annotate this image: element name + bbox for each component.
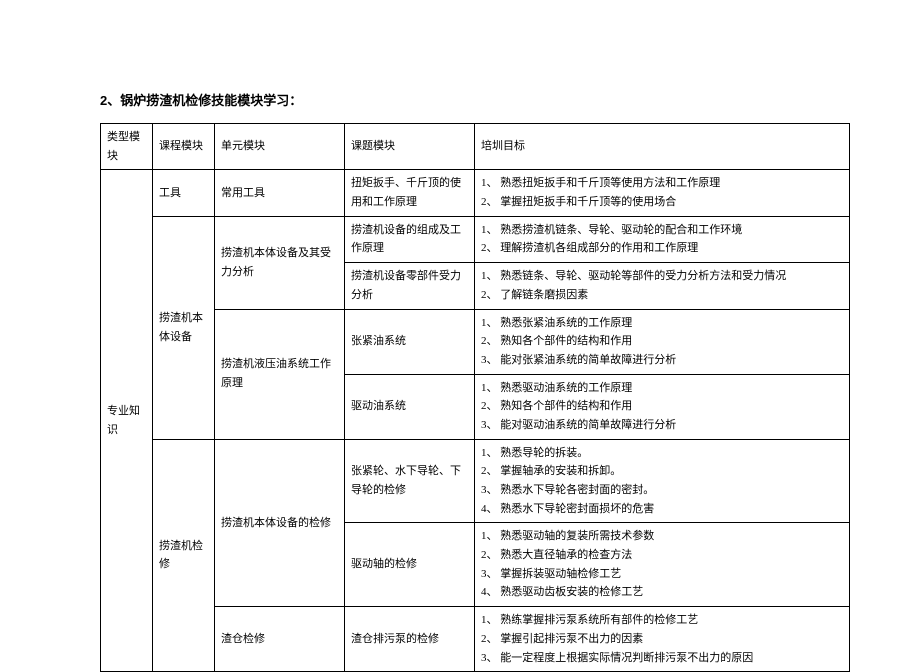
topic-module-cell: 捞渣机设备零部件受力分析 [345,263,475,309]
topic-module-cell: 驱动油系统 [345,374,475,439]
goal-cell: 1、 熟悉导轮的拆装。2、 掌握轴承的安装和拆卸。3、 熟悉水下导轮各密封面的密… [475,439,850,523]
goal-cell: 1、 熟悉驱动油系统的工作原理2、 熟知各个部件的结构和作用3、 能对驱动油系统… [475,374,850,439]
table-row: 捞渣机检修 捞渣机本体设备的检修 张紧轮、水下导轮、下导轮的检修 1、 熟悉导轮… [101,439,850,523]
topic-module-cell: 扭矩扳手、千斤顶的使用和工作原理 [345,170,475,216]
course-module-cell: 捞渣机本体设备 [153,216,215,439]
header-cell: 培圳目标 [475,124,850,170]
header-cell: 类型模块 [101,124,153,170]
table-row: 专业知识 工具 常用工具 扭矩扳手、千斤顶的使用和工作原理 1、 熟悉扭矩扳手和… [101,170,850,216]
unit-module-cell: 捞渣机本体设备的检修 [215,439,345,607]
table-header-row: 类型模块 课程模块 单元模块 课题模块 培圳目标 [101,124,850,170]
course-module-cell: 工具 [153,170,215,216]
unit-module-cell: 捞渣机液压油系统工作原理 [215,309,345,439]
goal-cell: 1、 熟悉链条、导轮、驱动轮等部件的受力分析方法和受力情况2、 了解链条磨损因素 [475,263,850,309]
module-table: 类型模块 课程模块 单元模块 课题模块 培圳目标 专业知识 工具 常用工具 扭矩… [100,123,850,672]
header-cell: 单元模块 [215,124,345,170]
goal-cell: 1、 熟悉驱动轴的复装所需技术参数2、 熟悉大直径轴承的检查方法3、 掌握拆装驱… [475,523,850,607]
document-page: 2、锅炉捞渣机检修技能模块学习： 类型模块 课程模块 单元模块 课题模块 培圳目… [0,0,920,651]
goal-cell: 1、 熟悉张紧油系统的工作原理2、 熟知各个部件的结构和作用3、 能对张紧油系统… [475,309,850,374]
unit-module-cell: 渣仓检修 [215,607,345,672]
header-cell: 课题模块 [345,124,475,170]
unit-module-cell: 常用工具 [215,170,345,216]
topic-module-cell: 驱动轴的检修 [345,523,475,607]
topic-module-cell: 张紧轮、水下导轮、下导轮的检修 [345,439,475,523]
goal-cell: 1、 熟悉捞渣机链条、导轮、驱动轮的配合和工作环境2、 理解捞渣机各组成部分的作… [475,216,850,262]
topic-module-cell: 张紧油系统 [345,309,475,374]
unit-module-cell: 捞渣机本体设备及其受力分析 [215,216,345,309]
goal-cell: 1、 熟练掌握排污泵系统所有部件的检修工艺2、 掌握引起排污泵不出力的因素3、 … [475,607,850,672]
type-module-cell: 专业知识 [101,170,153,672]
header-cell: 课程模块 [153,124,215,170]
course-module-cell: 捞渣机检修 [153,439,215,672]
goal-cell: 1、 熟悉扭矩扳手和千斤顶等使用方法和工作原理2、 掌握扭矩扳手和千斤顶等的使用… [475,170,850,216]
topic-module-cell: 渣仓排污泵的检修 [345,607,475,672]
section-title: 2、锅炉捞渣机检修技能模块学习： [100,90,850,109]
table-row: 捞渣机本体设备 捞渣机本体设备及其受力分析 捞渣机设备的组成及工作原理 1、 熟… [101,216,850,262]
topic-module-cell: 捞渣机设备的组成及工作原理 [345,216,475,262]
